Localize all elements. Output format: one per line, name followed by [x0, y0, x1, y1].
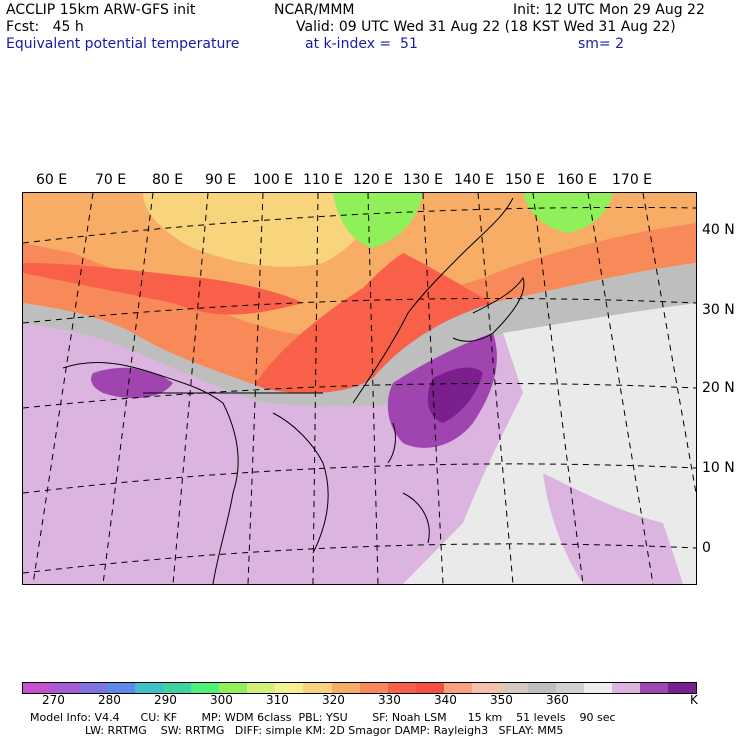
colorbar-tick: 270: [42, 693, 65, 707]
purple-maximum-west: [91, 367, 173, 399]
colorbar-swatch: [668, 683, 697, 693]
theta-e-map: [22, 192, 697, 585]
cool-band-green: [333, 193, 423, 248]
lat-label: 0: [702, 540, 711, 556]
lon-label: 130 E: [403, 172, 444, 188]
init-time: Init: 12 UTC Mon 29 Aug 22: [513, 2, 705, 18]
lon-label: 60 E: [36, 172, 68, 188]
coastlines: [62, 197, 525, 584]
lon-label: 70 E: [95, 172, 127, 188]
colorbar: [22, 682, 697, 694]
lon-label: 150 E: [505, 172, 546, 188]
colorbar-swatch: [443, 683, 472, 693]
colorbar-swatch: [79, 683, 108, 693]
colorbar-swatch: [219, 683, 248, 693]
colorbar-tick: 320: [322, 693, 345, 707]
warm-band-red-west: [23, 263, 303, 315]
lon-label: 160 E: [557, 172, 598, 188]
colorbar-swatch: [331, 683, 360, 693]
colorbar-swatch: [583, 683, 612, 693]
org-label: NCAR/MMM: [274, 2, 355, 18]
colorbar-swatch: [135, 683, 164, 693]
map-canvas: [23, 193, 696, 584]
lon-label: 100 E: [253, 172, 294, 188]
lon-label: 140 E: [454, 172, 495, 188]
model-info-line2: LW: RRTMG SW: RRTMG DIFF: simple KM: 2D …: [85, 724, 564, 737]
colorbar-swatch: [415, 683, 444, 693]
purple-core: [427, 367, 483, 423]
colorbar-tick: 360: [546, 693, 569, 707]
lat-label: 30 N: [702, 302, 735, 318]
colorbar-swatch: [275, 683, 304, 693]
colorbar-tick: 290: [154, 693, 177, 707]
lat-label: 10 N: [702, 460, 735, 476]
level-index: at k-index = 51: [305, 36, 418, 52]
colorbar-tick: 350: [490, 693, 513, 707]
colorbar-swatch: [640, 683, 669, 693]
lon-label: 110 E: [303, 172, 344, 188]
colorbar-tick: 280: [98, 693, 121, 707]
colorbar-tick: 300: [210, 693, 233, 707]
colorbar-swatch: [247, 683, 276, 693]
colorbar-swatch: [499, 683, 528, 693]
lat-label: 20 N: [702, 380, 735, 396]
colorbar-unit: K: [690, 693, 698, 707]
colorbar-tick: 340: [434, 693, 457, 707]
colorbar-tick: 310: [266, 693, 289, 707]
lon-label: 80 E: [152, 172, 184, 188]
lon-label: 170 E: [612, 172, 653, 188]
lat-label: 40 N: [702, 222, 735, 238]
colorbar-tick: 330: [378, 693, 401, 707]
graticule: [23, 193, 696, 584]
colorbar-swatch: [23, 683, 52, 693]
colorbar-swatch: [51, 683, 80, 693]
colorbar-swatch: [163, 683, 192, 693]
colorbar-swatch: [555, 683, 584, 693]
colorbar-swatch: [359, 683, 388, 693]
model-info-line1: Model Info: V4.4 CU: KF MP: WDM 6class P…: [30, 711, 616, 724]
valid-time: Valid: 09 UTC Wed 31 Aug 22 (18 KST Wed …: [296, 19, 676, 35]
grey-transition: [23, 263, 696, 407]
lon-label: 120 E: [353, 172, 394, 188]
colorbar-swatch: [387, 683, 416, 693]
colorbar-swatch: [527, 683, 556, 693]
field-name: Equivalent potential temperature: [6, 36, 240, 52]
model-title: ACCLIP 15km ARW-GFS init: [6, 2, 196, 18]
smoothing: sm= 2: [578, 36, 625, 52]
colorbar-swatch: [471, 683, 500, 693]
colorbar-swatch: [107, 683, 136, 693]
forecast-hour: Fcst: 45 h: [6, 19, 84, 35]
colorbar-swatch: [191, 683, 220, 693]
lon-label: 90 E: [205, 172, 237, 188]
colorbar-swatch: [611, 683, 641, 693]
colorbar-swatch: [303, 683, 332, 693]
cool-band-green-east: [523, 193, 613, 233]
warm-band-red: [253, 253, 493, 399]
